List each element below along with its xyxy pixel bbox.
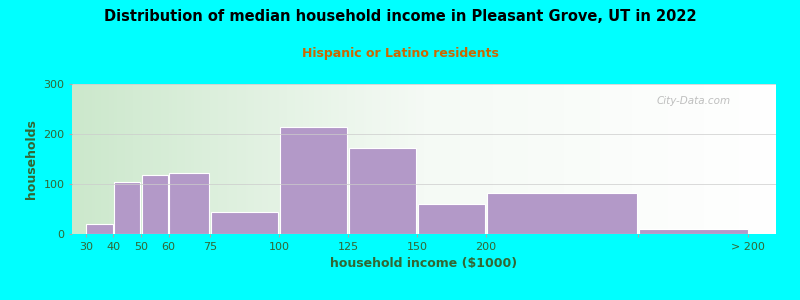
Text: City-Data.com: City-Data.com	[656, 96, 730, 106]
Bar	[210, 212, 278, 234]
Bar	[638, 229, 748, 234]
Bar	[142, 175, 168, 234]
X-axis label: household income ($1000): household income ($1000)	[330, 257, 518, 270]
Bar	[114, 182, 140, 234]
Bar	[280, 127, 347, 234]
Bar	[418, 204, 486, 234]
Y-axis label: households: households	[25, 119, 38, 199]
Bar	[487, 193, 638, 234]
Bar	[170, 172, 210, 234]
Text: Distribution of median household income in Pleasant Grove, UT in 2022: Distribution of median household income …	[104, 9, 696, 24]
Text: Hispanic or Latino residents: Hispanic or Latino residents	[302, 46, 498, 59]
Bar	[86, 224, 113, 234]
Bar	[349, 148, 417, 234]
